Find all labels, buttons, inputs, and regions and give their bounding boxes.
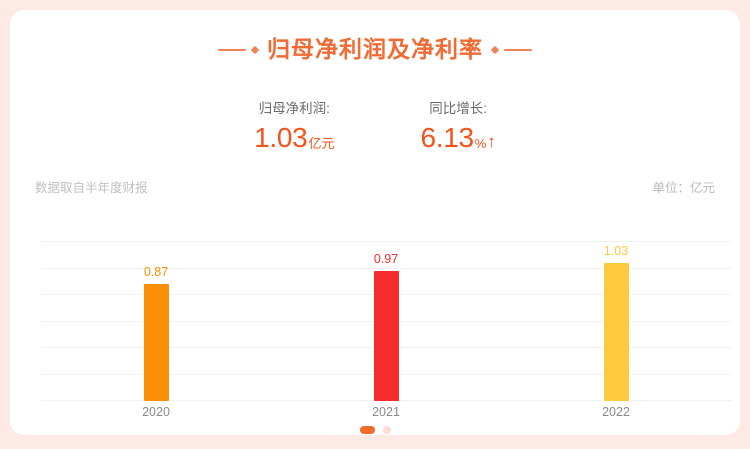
card-header: 归母净利润及净利率 <box>10 38 740 61</box>
chart-x-axis: 2020 2021 2022 <box>41 403 731 425</box>
arrow-up-icon: ↑ <box>487 131 496 151</box>
pagination-dot-1[interactable] <box>359 426 375 434</box>
gridline <box>41 268 731 269</box>
source-note: 数据取自半年度财报 <box>35 181 148 195</box>
bar-value-label: 0.87 <box>143 264 169 279</box>
chart-plot-area: 0.87 0.97 1.03 <box>41 241 731 401</box>
metric-summary: 归母净利润: 1.03 亿元 同比增长: 6.13 % ↑ <box>10 100 740 152</box>
bar-value-label: 1.03 <box>603 243 629 258</box>
page-title: 归母净利润及净利率 <box>267 36 483 62</box>
pagination-dot-2[interactable] <box>382 426 391 434</box>
metric-net-profit-value: 1.03 亿元 <box>254 121 335 153</box>
metric-yoy-growth-number: 6.13 <box>420 121 474 153</box>
carousel-pagination[interactable] <box>10 426 740 434</box>
deco-left-icon <box>218 45 260 54</box>
x-axis-label: 2021 <box>372 405 400 419</box>
bar-value-label: 0.97 <box>373 251 399 266</box>
x-axis-label: 2022 <box>602 405 630 419</box>
metric-yoy-growth-label: 同比增长: <box>429 101 488 116</box>
bar-rect[interactable] <box>373 271 399 401</box>
x-axis-label: 2020 <box>142 405 170 419</box>
bar-column[interactable]: 0.87 <box>41 241 271 401</box>
metric-yoy-growth-unit: % <box>474 135 487 151</box>
metric-net-profit: 归母净利润: 1.03 亿元 <box>254 100 334 152</box>
deco-right-icon <box>490 45 532 54</box>
report-card: 归母净利润及净利率 归母净利润: 1.03 亿元 同比增长: 6.13 % ↑ <box>10 10 740 435</box>
bar-column[interactable]: 1.03 <box>501 241 731 401</box>
gridline <box>41 241 731 242</box>
unit-note: 单位：亿元 <box>652 181 715 195</box>
bar-column[interactable]: 0.97 <box>271 241 501 401</box>
metric-yoy-growth: 同比增长: 6.13 % ↑ <box>420 100 495 152</box>
metric-net-profit-label: 归母净利润: <box>258 101 330 116</box>
bar-chart: 0.87 0.97 1.03 <box>41 241 731 401</box>
metric-net-profit-unit: 亿元 <box>308 135 335 151</box>
bar-rect[interactable] <box>603 263 629 401</box>
metric-yoy-growth-value: 6.13 % ↑ <box>420 121 496 153</box>
metric-net-profit-number: 1.03 <box>254 121 308 153</box>
bar-rect[interactable] <box>143 284 169 401</box>
